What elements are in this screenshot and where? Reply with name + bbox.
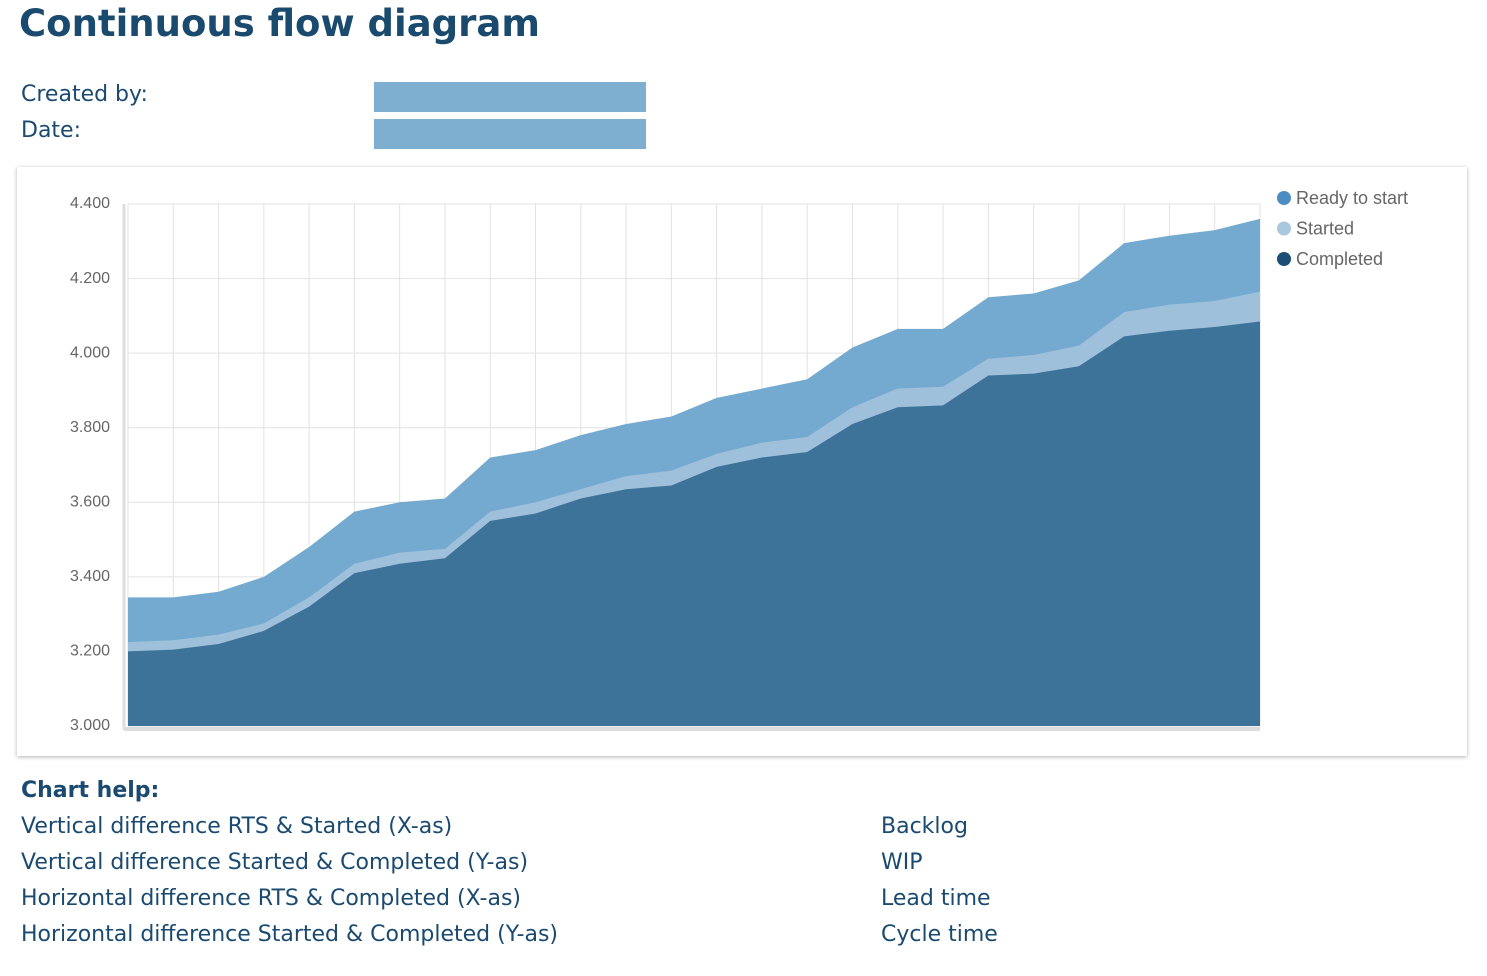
legend-label: Ready to start <box>1296 188 1408 208</box>
help-term: Backlog <box>881 814 968 839</box>
legend-marker <box>1277 221 1291 236</box>
created-by-field <box>374 82 646 112</box>
y-tick-label: 3.200 <box>70 643 110 660</box>
legend-marker <box>1277 252 1291 266</box>
legend-marker <box>1277 191 1291 205</box>
date-label: Date: <box>21 118 81 143</box>
help-description: Vertical difference Started & Completed … <box>21 850 529 875</box>
help-description: Horizontal difference RTS & Completed (X… <box>21 886 521 911</box>
y-tick-label: 3.400 <box>70 568 110 585</box>
legend-label: Started <box>1296 218 1354 238</box>
created-by-label: Created by: <box>21 82 148 107</box>
y-tick-label: 3.600 <box>70 494 110 511</box>
y-tick-label: 3.000 <box>70 717 110 734</box>
y-tick-label: 4.000 <box>70 344 110 361</box>
date-field <box>374 119 646 149</box>
help-description: Vertical difference RTS & Started (X-as) <box>21 814 453 839</box>
help-term: Lead time <box>881 886 991 911</box>
help-term: WIP <box>881 850 923 875</box>
y-tick-label: 3.800 <box>70 419 110 436</box>
help-description: Horizontal difference Started & Complete… <box>21 922 559 947</box>
area <box>128 321 1260 726</box>
legend-label: Completed <box>1296 249 1383 269</box>
y-tick-label: 4.400 <box>70 195 110 212</box>
page-title: Continuous flow diagram <box>19 2 540 45</box>
y-tick-label: 4.200 <box>70 270 110 287</box>
help-title: Chart help: <box>21 778 160 803</box>
help-term: Cycle time <box>881 922 998 947</box>
